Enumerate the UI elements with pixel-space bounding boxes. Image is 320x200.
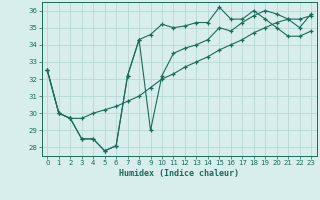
X-axis label: Humidex (Indice chaleur): Humidex (Indice chaleur)	[119, 169, 239, 178]
